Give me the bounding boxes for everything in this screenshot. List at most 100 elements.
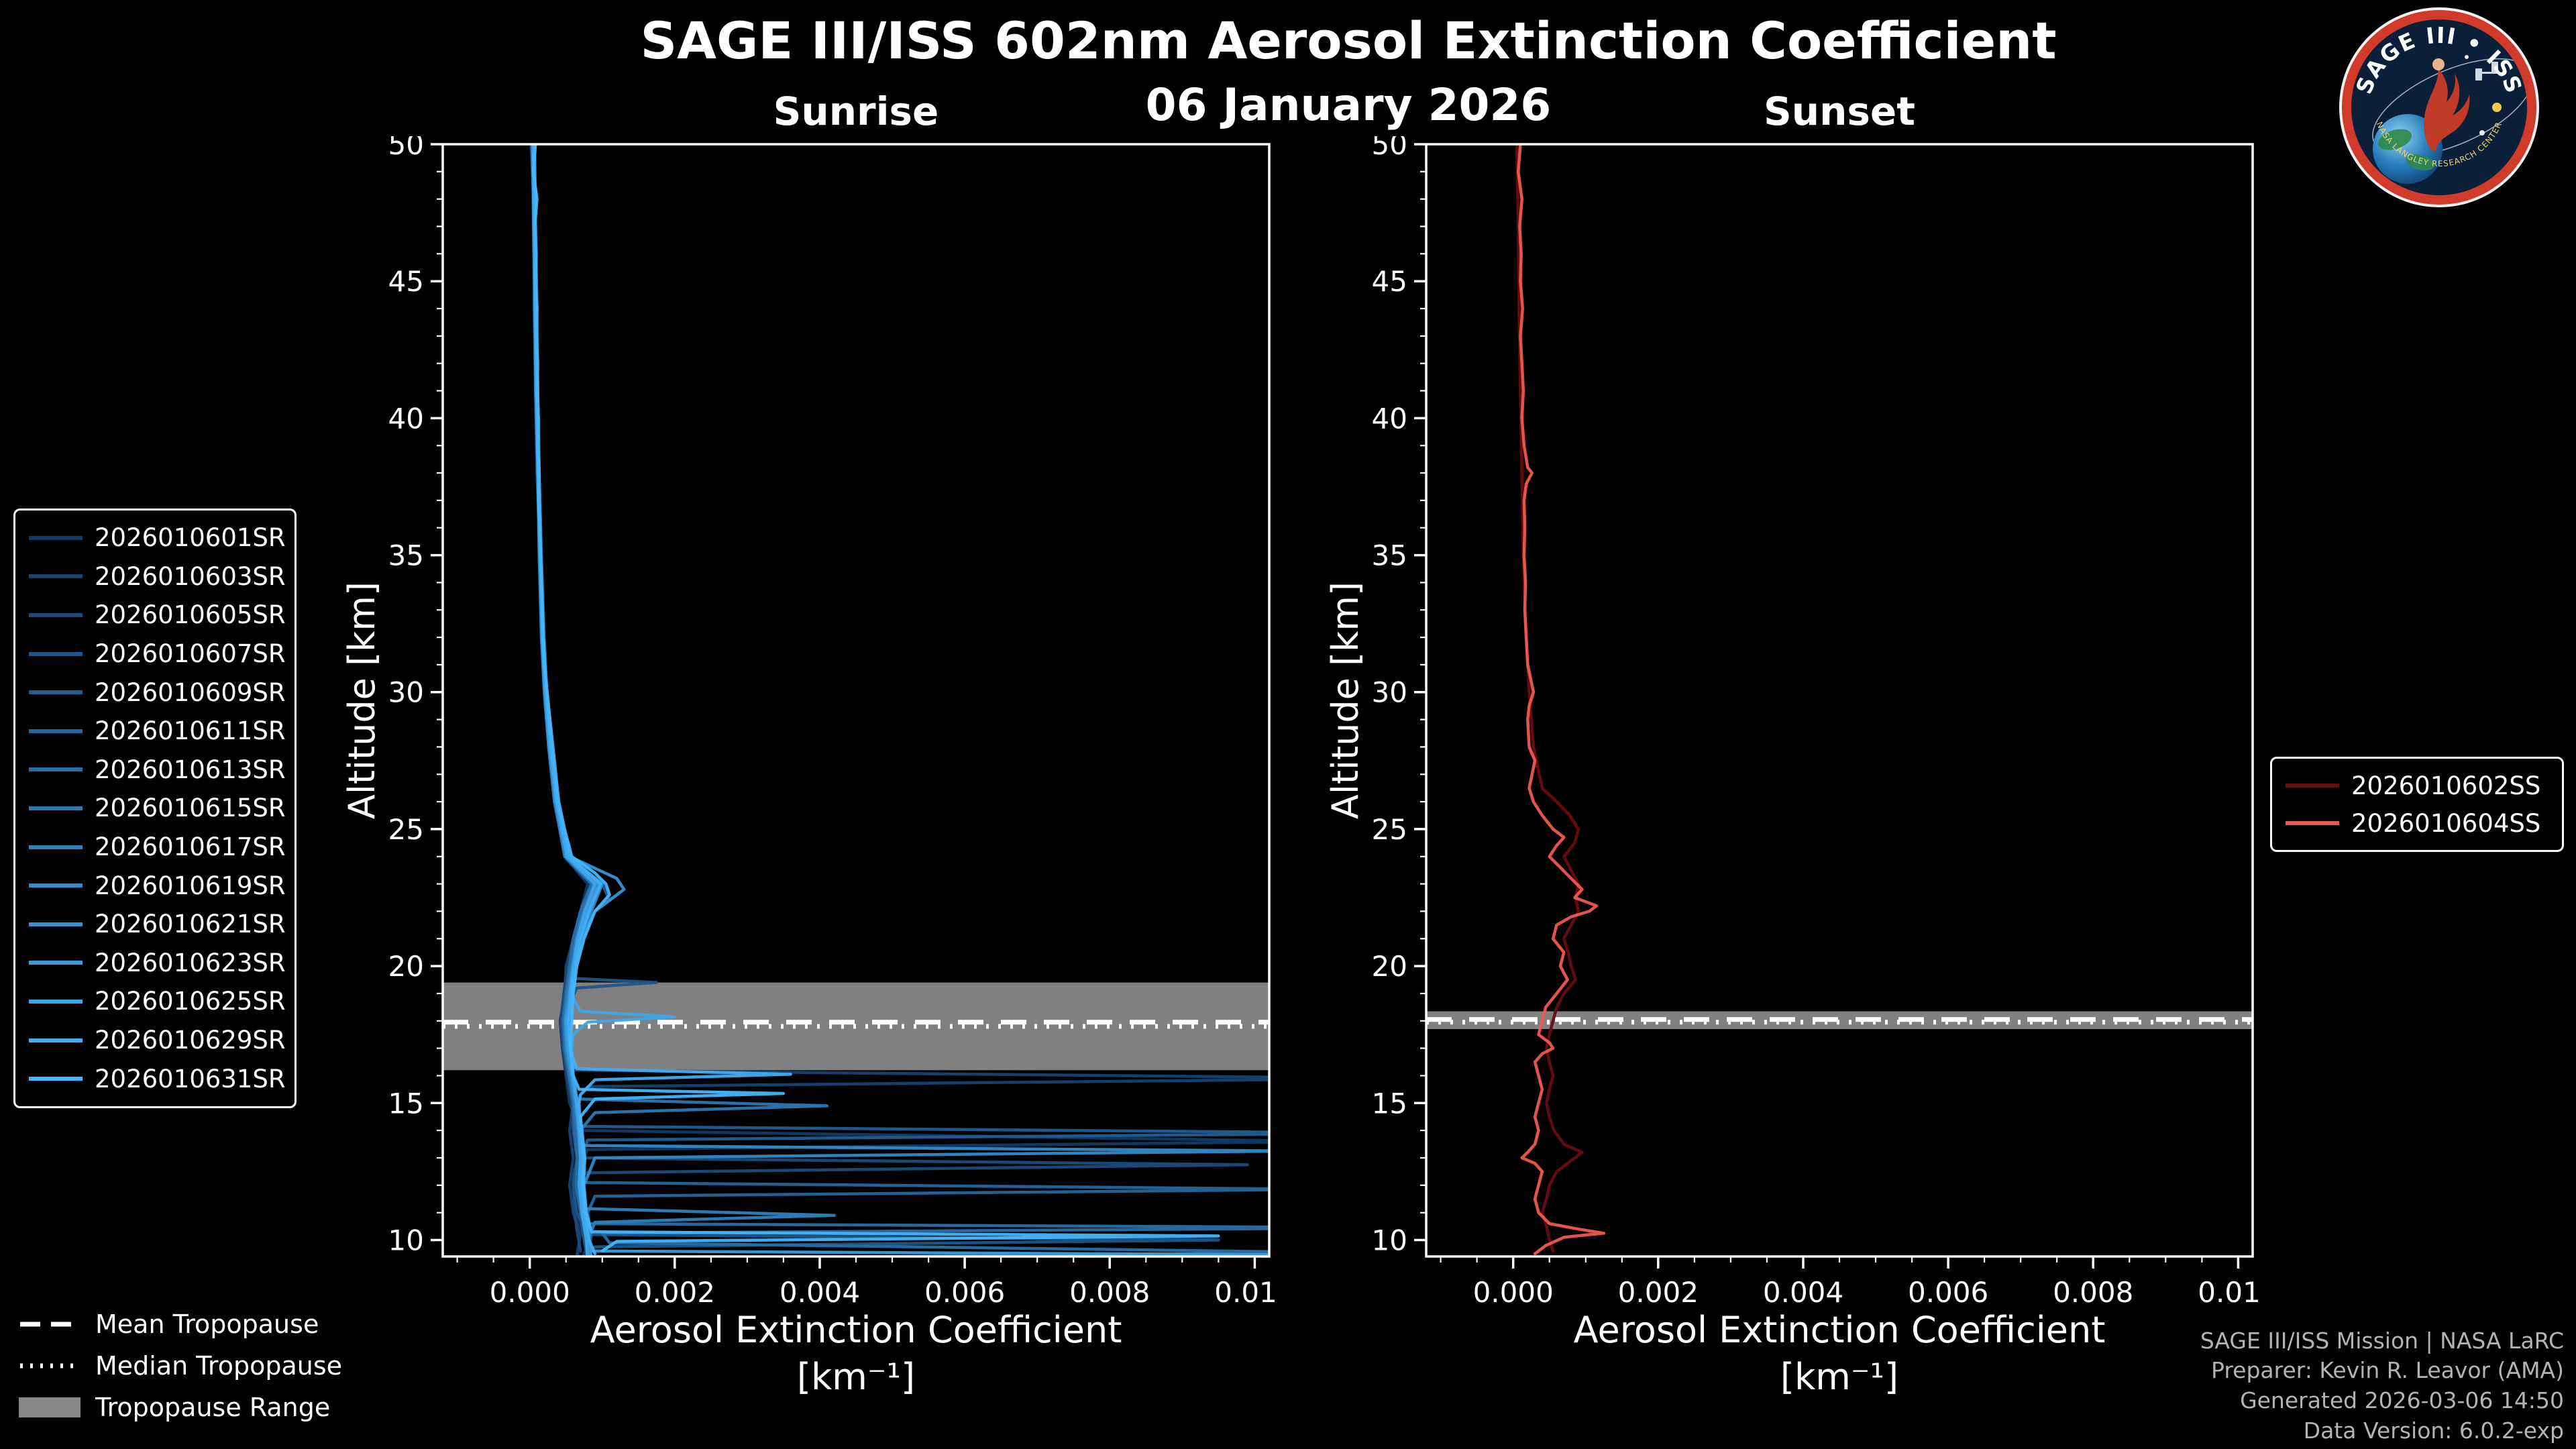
moon-icon [2492,103,2502,112]
svg-text:35: 35 [388,539,424,572]
svg-text:20: 20 [1372,950,1407,983]
iss-icon [2475,62,2498,80]
axis-ticks [1414,143,2240,1269]
x-axis-label-units: [km⁻¹] [796,1356,916,1399]
svg-text:25: 25 [388,813,424,846]
tropopause-range-label: Tropopause Range [95,1393,331,1422]
legend-label: 2026010607SR [95,639,286,669]
star-dot [2479,130,2485,136]
tropopause-range-legend-item: Tropopause Range [19,1391,342,1424]
legend-item-2026010621SR: 2026010621SR [29,910,286,938]
legend-item-2026010615SR: 2026010615SR [29,794,286,822]
svg-text:0.006: 0.006 [1908,1276,1988,1309]
svg-text:30: 30 [388,676,424,709]
legend-label: 2026010631SR [95,1064,286,1093]
svg-text:10: 10 [388,1224,424,1257]
star-dot [2465,55,2469,59]
sunset-legend: 2026010602SS 2026010604SS [2270,757,2564,852]
x-axis-label-text: Aerosol Extinction Coefficient [590,1309,1122,1351]
tropopause-legend: Mean Tropopause Median Tropopause Tropop… [19,1308,342,1424]
sunset-plot: 10 15 20 25 30 35 40 45 50 0.000 0.002 0.004 0.006 0.… [1372,136,2261,1309]
legend-label: 2026010619SR [95,871,286,900]
legend-item-2026010601SR: 2026010601SR [29,523,286,552]
plot-border [1425,143,2254,1258]
svg-text:0.000: 0.000 [490,1276,570,1309]
x-axis-label-units: [km⁻¹] [1780,1356,1899,1399]
footer-credits: SAGE III/ISS Mission | NASA LaRC Prepare… [2200,1326,2564,1447]
svg-text:0.010: 0.010 [2198,1276,2261,1309]
legend-line-swatch [29,845,83,849]
legend-label: 2026010615SR [95,794,286,823]
legend-line-swatch [29,999,83,1004]
dashed-line-icon [20,1322,79,1327]
svg-text:35: 35 [1372,539,1407,572]
plot-border [441,143,1271,1258]
svg-text:15: 15 [1372,1087,1407,1120]
sunset-y-axis-label: Altitude [km] [1324,581,1366,820]
mean-tropopause-label: Mean Tropopause [95,1309,319,1339]
legend-line-swatch [29,922,83,926]
footer-line-version: Data Version: 6.0.2-exp [2303,1417,2564,1444]
legend-item-2026010613SR: 2026010613SR [29,755,286,784]
legend-label: 2026010625SR [95,987,286,1016]
legend-label: 2026010623SR [95,948,286,977]
sunset-x-axis-label: Aerosol Extinction Coefficient [km⁻¹] [1426,1307,2253,1401]
sunset-panel-title: Sunset [1764,89,1915,134]
svg-text:45: 45 [1372,265,1407,298]
legend-label: 2026010621SR [95,910,286,939]
profile-2026010604SS [1516,144,1606,1256]
page-title: SAGE III/ISS 602nm Aerosol Extinction Co… [640,11,2057,70]
legend-label: 2026010613SR [95,755,286,784]
svg-text:10: 10 [1372,1224,1407,1257]
median-tropopause-label: Median Tropopause [95,1351,342,1381]
date-subtitle: 06 January 2026 [1145,79,1552,131]
legend-label: 2026010609SR [95,678,286,707]
mean-tropopause-legend-item: Mean Tropopause [19,1308,342,1340]
legend-item-2026010623SR: 2026010623SR [29,949,286,977]
profiles [1515,144,1606,1256]
footer-line-mission: SAGE III/ISS Mission | NASA LaRC [2200,1327,2564,1354]
legend-label: 2026010602SS [2351,771,2541,800]
sunrise-y-axis-label: Altitude [km] [341,581,383,820]
legend-item-2026010619SR: 2026010619SR [29,871,286,900]
sunrise-plot: 10 15 20 25 30 35 40 45 50 0.000 0.002 0.004 0.006 0.… [388,136,1277,1309]
profile-2026010631SR [531,144,1220,1253]
sunrise-x-axis-label: Aerosol Extinction Coefficient [km⁻¹] [443,1307,1269,1401]
tick-labels: 10 15 20 25 30 35 40 45 50 0.000 0.002 0.004 0.006 0.… [388,136,1277,1309]
sunrise-panel-title: Sunrise [773,89,939,134]
legend-line-swatch [29,612,83,617]
legend-line-swatch [29,574,83,579]
median-tropopause-legend-item: Median Tropopause [19,1350,342,1382]
legend-item-2026010625SR: 2026010625SR [29,987,286,1016]
svg-text:25: 25 [1372,813,1407,846]
figure-head [2432,58,2445,70]
legend-line-swatch [29,690,83,695]
svg-text:50: 50 [1372,136,1407,161]
legend-item-2026010602SS: 2026010602SS [2286,771,2548,800]
legend-item-2026010629SR: 2026010629SR [29,1026,286,1055]
legend-item-2026010603SR: 2026010603SR [29,562,286,591]
legend-label: 2026010605SR [95,600,286,630]
tropopause-layer [443,982,1269,1071]
legend-line-swatch [29,806,83,810]
legend-item-2026010605SR: 2026010605SR [29,600,286,629]
legend-line-swatch [29,535,83,540]
svg-text:30: 30 [1372,676,1407,709]
svg-text:45: 45 [388,265,424,298]
svg-text:0.006: 0.006 [924,1276,1005,1309]
svg-text:0.002: 0.002 [635,1276,715,1309]
svg-text:0.000: 0.000 [1473,1276,1554,1309]
svg-text:15: 15 [388,1087,424,1120]
svg-text:20: 20 [388,950,424,983]
legend-item-2026010611SR: 2026010611SR [29,716,286,745]
legend-label: 2026010601SR [95,523,286,553]
legend-line-swatch [29,1038,83,1042]
legend-line-swatch [2286,784,2339,788]
legend-line-swatch [29,729,83,733]
legend-item-2026010617SR: 2026010617SR [29,833,286,861]
legend-line-swatch [29,651,83,656]
legend-line-swatch [2286,821,2339,825]
svg-text:40: 40 [1372,402,1407,435]
svg-text:0.004: 0.004 [1763,1276,1843,1309]
legend-line-swatch [29,767,83,772]
